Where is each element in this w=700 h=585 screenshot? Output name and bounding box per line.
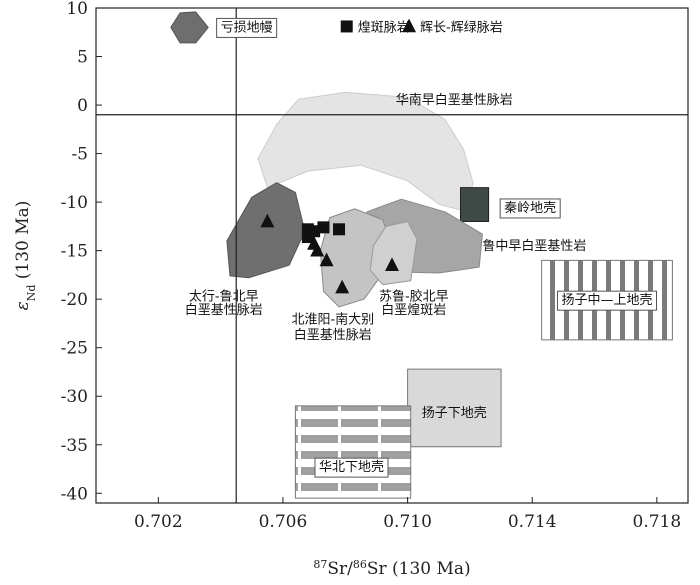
region-label-2: 煌斑脉岩 [358,20,410,35]
region-label-3: 辉长-辉绿脉岩 [420,20,503,35]
y-tick-label-3: 0 [77,96,88,116]
square-point-5 [333,223,346,236]
y-tick-label-8: -25 [61,339,88,359]
reference-lines [96,8,688,503]
region-labels-layer: 亏损地幔 煌斑脉岩 辉长-辉绿脉岩华南早白垩基性脉岩秦岭地壳鲁中早白垩基性岩太行-鲁… [185,17,657,478]
region-label-12: 白垩煌斑岩 [381,302,446,318]
y-tick-label-7: -20 [61,290,88,310]
region-label-11: 苏鲁-胶北早 [379,288,449,304]
region-1 [170,11,209,44]
y-tick-label-2: 5 [77,48,88,68]
y-tick-label-5: -10 [61,193,88,213]
region-label-box-5 [499,198,561,219]
region-3 [460,187,490,222]
y-tick-label-10: -35 [61,436,88,456]
region-label-14: 扬子下地壳 [422,406,487,421]
triangle-point-6 [385,257,399,272]
y-tick-label-9: -30 [61,387,88,407]
y-tick-label-1: 10 [66,0,88,19]
region-label-8: 白垩基性脉岩 [185,302,263,318]
regions-layer [170,11,673,499]
region-label-box-1 [216,17,278,38]
region-label-1: 亏损地幔 [221,20,273,35]
x-tick-label-2: 0.706 [259,512,308,532]
y-tick-label-6: -15 [61,242,88,262]
region-5 [226,182,306,279]
triangle-point-3 [310,242,325,257]
region-7 [369,221,418,286]
region-label-5: 秦岭地壳 [504,201,556,216]
triangle-point-5 [335,279,350,294]
region-10 [294,405,412,499]
legend-marker-2 [402,18,417,33]
x-tick-label-3: 0.710 [383,512,432,532]
region-label-9: 北淮阳-南大别 [291,312,374,328]
triangle-point-1 [260,213,275,228]
x-tick-label-5: 0.718 [633,512,682,532]
square-point-4 [317,221,330,234]
y-tick-label-11: -40 [61,484,88,504]
legend-marker-1 [340,20,353,33]
y-tick-label-4: -5 [71,145,88,165]
region-label-10: 白垩基性脉岩 [294,327,372,343]
y-axis-title: εNd (130 Ma) [13,201,38,311]
plot-frame [95,7,689,504]
region-label-box-13 [556,290,657,311]
legend [340,18,417,33]
x-tick-label-4: 0.714 [508,512,557,532]
region-label-15: 华北下地壳 [319,460,384,475]
square-point-3 [308,225,321,238]
x-axis-title: 87Sr/86Sr (130 Ma) [313,558,470,580]
region-label-6: 鲁中早白垩基性岩 [482,238,586,254]
data-points-layer [260,213,399,294]
x-axis-ticks: 0.702 0.706 0.710 0.714 0.718 [134,497,681,532]
region-label-box-15 [314,457,389,478]
region-label-7: 太行-鲁北早 [189,289,259,304]
region-label-13: 扬子中—上地壳 [561,293,652,308]
x-tick-label-1: 0.702 [134,512,183,532]
triangle-point-4 [319,252,334,267]
y-axis-ticks: 10 5 0 -5 -10 -15 -20 -25 -30 -35 -40 [61,0,102,504]
region-label-4: 华南早白垩基性脉岩 [396,92,513,108]
